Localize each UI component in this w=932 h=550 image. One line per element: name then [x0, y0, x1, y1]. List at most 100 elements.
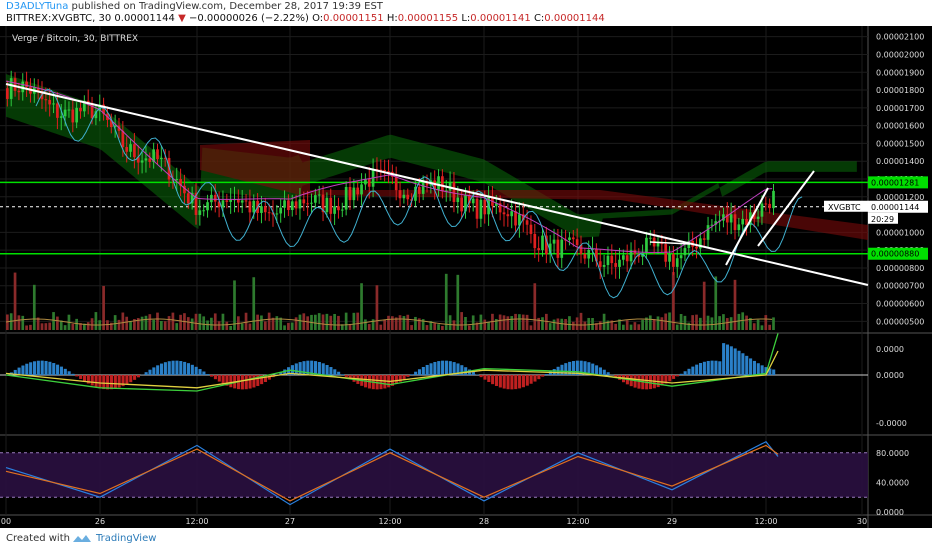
volume-bar: [629, 324, 633, 330]
macd-histogram-bar: [340, 374, 345, 375]
macd-histogram-bar: [525, 375, 529, 386]
macd-histogram-bar: [591, 363, 595, 375]
candle-body: [548, 243, 552, 255]
symbol-tag-text: XVGBTC: [828, 203, 861, 212]
candle-body: [583, 253, 587, 259]
macd-tick-label: 0.0000: [876, 345, 904, 354]
macd-histogram-bar: [456, 363, 460, 375]
macd-histogram-bar: [548, 371, 552, 375]
macd-histogram-bar: [129, 375, 133, 383]
macd-histogram-bar: [40, 360, 44, 375]
volume-bar: [21, 315, 25, 330]
stoch-tick-label: 40.0000: [876, 478, 909, 487]
macd-histogram-bar: [29, 362, 33, 375]
macd-histogram-bar: [483, 375, 487, 380]
channel-lower-line: [725, 187, 769, 266]
macd-histogram-bar: [329, 367, 333, 375]
macd-histogram-bar: [494, 375, 499, 386]
volume-bar: [179, 314, 182, 330]
volume-bar: [48, 322, 52, 330]
candle-body: [59, 116, 63, 118]
macd-histogram-bar: [186, 363, 191, 375]
stoch-rsi-pane: [0, 440, 868, 506]
volume-bar: [210, 317, 213, 330]
macd-histogram-bar: [714, 360, 718, 375]
macd-histogram-bar: [125, 375, 129, 385]
volume-bar: [479, 314, 483, 330]
candle-body: [202, 210, 206, 212]
candle-body: [190, 192, 194, 204]
price-tick-label: 0.00002000: [876, 50, 924, 59]
author-name[interactable]: D3ADLYTuna: [6, 1, 69, 12]
chart-area[interactable]: 00 26 12:00 27 12:00 28 12:00 29 12:00 30 0.000021…: [0, 26, 932, 528]
volume-bar: [325, 313, 329, 330]
macd-histogram-bar: [248, 375, 252, 389]
volume-bar: [252, 277, 256, 330]
macd-pane: [0, 333, 868, 392]
macd-histogram-bar: [90, 375, 94, 386]
volume-bar: [106, 320, 109, 330]
volume-bar: [749, 318, 752, 330]
volume-bar: [683, 315, 687, 330]
volume-bar: [448, 315, 452, 330]
candle-body: [552, 239, 556, 244]
candle-body: [444, 190, 448, 192]
volume-bar: [725, 318, 729, 330]
volume-bar: [213, 313, 217, 330]
candle-body: [556, 239, 560, 258]
volume-bar: [40, 323, 44, 330]
candle-body: [121, 130, 125, 148]
tradingview-brand[interactable]: TradingView: [96, 533, 157, 544]
macd-histogram-bar: [575, 360, 579, 375]
macd-histogram-bar: [160, 363, 164, 375]
volume-bar: [571, 321, 575, 330]
price-tick-label: 0.00000700: [876, 282, 924, 291]
candle-body: [179, 179, 182, 186]
volume-bar: [641, 319, 644, 330]
time-tick-label: 27: [285, 517, 295, 526]
macd-histogram-bar: [487, 375, 491, 383]
macd-histogram-bar: [421, 366, 425, 375]
candle-body: [618, 259, 621, 267]
candle-body: [340, 209, 344, 211]
chart-svg[interactable]: 00 26 12:00 27 12:00 28 12:00 29 12:00 30 0.000021…: [0, 26, 932, 528]
volume-bar: [487, 322, 490, 330]
macd-histogram-bar: [221, 375, 225, 384]
volume-bars: [5, 272, 775, 330]
macd-histogram-bar: [675, 375, 679, 377]
price-tick-label: 0.00001500: [876, 139, 924, 148]
candle-body: [314, 195, 317, 203]
candle-body: [317, 194, 321, 196]
candle-body: [468, 194, 471, 204]
volume-bar: [606, 320, 610, 330]
volume-bar: [317, 313, 321, 330]
macd-histogram-bar: [36, 360, 40, 375]
volume-bar: [206, 320, 209, 330]
volume-bar: [279, 317, 283, 330]
candle-body: [86, 100, 90, 104]
candle-body: [722, 214, 725, 221]
volume-bar: [752, 323, 756, 330]
volume-bar: [421, 319, 425, 330]
candle-body: [360, 184, 363, 195]
candle-body: [394, 176, 398, 191]
volume-bar: [552, 319, 556, 330]
candle-body: [279, 207, 283, 214]
candle-body: [375, 168, 379, 170]
arrow-line: [649, 241, 691, 245]
candle-body: [629, 250, 633, 262]
price-change: −0.00000026 (−2.22%): [188, 13, 309, 24]
time-tick-label: 28: [479, 517, 489, 526]
candle-body: [533, 233, 537, 249]
ohlc-line: BITTREX:XVGBTC, 30 0.00001144 ▼ −0.00000…: [6, 13, 605, 25]
volume-bar: [394, 317, 398, 330]
candle-body: [229, 199, 232, 202]
macd-histogram-bar: [537, 375, 541, 380]
time-tick-label: 00: [1, 517, 11, 526]
drawn-trendlines[interactable]: [5, 83, 869, 286]
volume-bar: [383, 319, 386, 330]
volume-bar: [768, 324, 771, 330]
candle-body: [506, 214, 510, 217]
candle-body: [352, 187, 356, 201]
candle-body: [398, 190, 402, 199]
